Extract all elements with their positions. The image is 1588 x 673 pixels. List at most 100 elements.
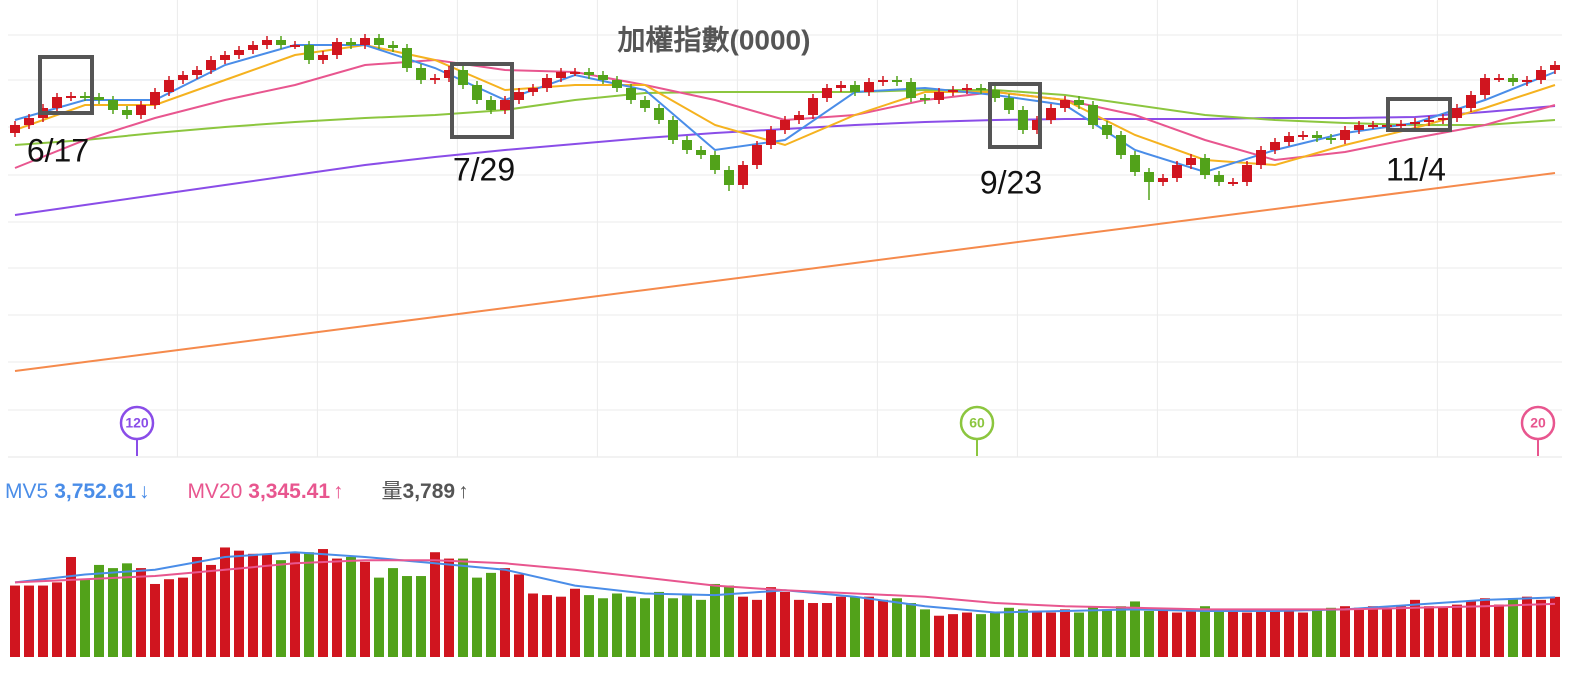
candle-body [290, 45, 300, 47]
volume-bar [1452, 604, 1462, 657]
volume-bar [1004, 607, 1014, 657]
volume-bar [934, 615, 944, 657]
candle-body [1004, 98, 1014, 110]
candle-body [1032, 120, 1042, 130]
candle-body [164, 80, 174, 92]
volume-bar [780, 591, 790, 657]
candle-body [514, 92, 524, 100]
indicator-name: MV20 [187, 480, 242, 503]
volume-bar [654, 591, 664, 657]
candle-body [542, 78, 552, 88]
candle-body [948, 90, 958, 92]
candle-body [178, 75, 188, 80]
candle-body [1172, 165, 1182, 178]
indicator-name: MV5 [5, 480, 48, 503]
volume-bar [248, 553, 258, 657]
candle-body [486, 100, 496, 110]
annotation-label: 11/4 [1386, 151, 1446, 187]
candle-body [1256, 150, 1266, 165]
candle-body [10, 125, 20, 133]
volume-bar [164, 579, 174, 657]
volume-bar [948, 614, 958, 657]
candle-body [332, 42, 342, 55]
volume-bar [808, 603, 818, 657]
volume-bar [668, 598, 678, 657]
volume-bar [892, 598, 902, 657]
volume-bar [1200, 606, 1210, 657]
volume-bar [1102, 609, 1112, 657]
candle-body [136, 105, 146, 115]
volume-bar [262, 553, 272, 657]
volume-bar [94, 564, 104, 657]
volume-bar [710, 583, 720, 657]
candle-body [1298, 135, 1308, 137]
candle-body [766, 130, 776, 145]
candle-body [1354, 125, 1364, 130]
volume-bar [1172, 612, 1182, 657]
candle-body [850, 85, 860, 92]
candle-body [1550, 65, 1560, 70]
candle-body [388, 45, 398, 48]
volume-bar [682, 595, 692, 657]
volume-bar [346, 556, 356, 657]
candle-body [1130, 155, 1140, 172]
volume-bar [234, 550, 244, 657]
volume-bar [444, 558, 454, 657]
candle-body [1494, 78, 1504, 80]
candle-body [1466, 95, 1476, 108]
volume-bar [1354, 607, 1364, 657]
candle-body [1186, 158, 1196, 165]
volume-bar [1494, 604, 1504, 657]
candle-body [1144, 172, 1154, 182]
candle-body [52, 97, 62, 108]
candle-body [1480, 78, 1490, 95]
volume-bar [696, 599, 706, 657]
candle-body [346, 42, 356, 45]
candle-body [1424, 120, 1434, 122]
volume-bar [178, 577, 188, 657]
candle-body [1452, 108, 1462, 118]
volume-bar [514, 574, 524, 657]
annotation-box [450, 62, 514, 139]
candle-body [878, 80, 888, 82]
annotation-label: 9/23 [980, 164, 1042, 200]
candle-body [1214, 175, 1224, 182]
candle-body [1326, 138, 1336, 140]
volume-bar [220, 547, 230, 657]
annotation-box [38, 55, 94, 115]
indicator-arrow: ↓ [139, 480, 150, 503]
volume-bar [108, 568, 118, 657]
volume-bar [1438, 607, 1448, 657]
volume-bar [976, 614, 986, 657]
period-marker [1520, 405, 1556, 441]
candle-body [374, 38, 384, 45]
candle-body [570, 72, 580, 74]
volume-bar [850, 596, 860, 657]
ma-line [14, 172, 1556, 372]
volume-bar [794, 599, 804, 657]
candle-body [80, 96, 90, 98]
indicator-arrow: ↑ [333, 480, 344, 503]
candle-body [794, 115, 804, 120]
candle-body [1200, 158, 1210, 175]
volume-bar [458, 558, 468, 657]
candle-body [318, 55, 328, 60]
candle-body [1242, 165, 1252, 182]
volume-bar [612, 593, 622, 657]
volume-bar [1144, 610, 1154, 657]
volume-bar [1466, 601, 1476, 657]
volume-bar [1536, 599, 1546, 657]
candle-body [710, 155, 720, 170]
volume-bar [1270, 609, 1280, 657]
indicator-arrow: ↑ [458, 480, 469, 503]
candle-body [220, 55, 230, 60]
candle-body [920, 98, 930, 100]
ma-line [14, 43, 1556, 167]
volume-bar [388, 568, 398, 657]
volume-bar [1032, 610, 1042, 657]
indicator-value: 3,345.41 [248, 480, 330, 503]
volume-bar [332, 558, 342, 657]
candle-body [122, 110, 132, 115]
candle-body [1438, 118, 1448, 120]
